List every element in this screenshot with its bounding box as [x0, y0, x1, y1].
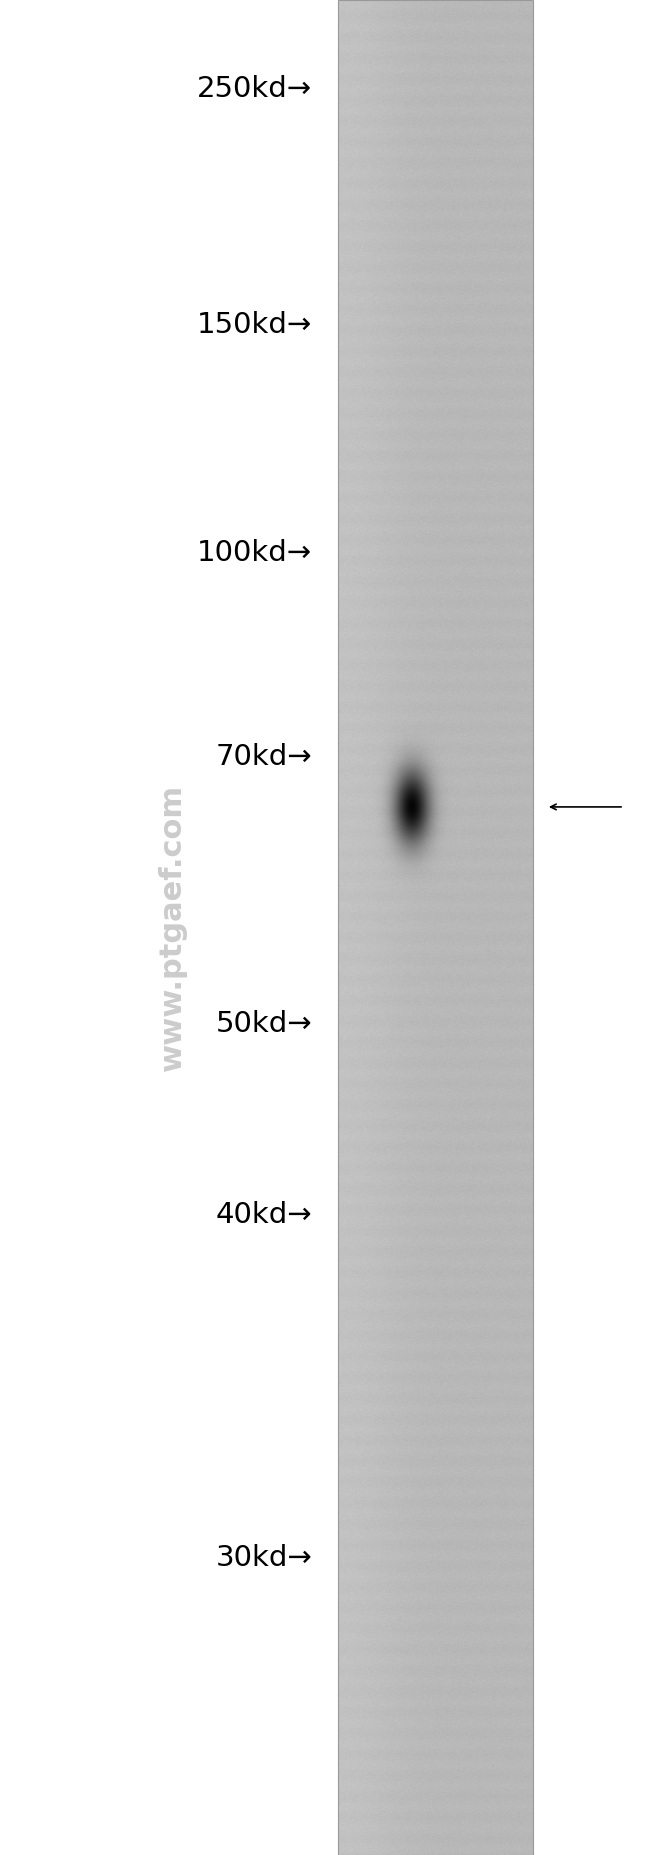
Text: 50kd→: 50kd→ [215, 1009, 312, 1039]
Text: 150kd→: 150kd→ [197, 310, 312, 339]
Text: 100kd→: 100kd→ [197, 538, 312, 568]
Text: 70kd→: 70kd→ [215, 742, 312, 772]
Bar [338, 0, 533, 1855]
Text: 250kd→: 250kd→ [197, 74, 312, 104]
Text: www.ptgaef.com: www.ptgaef.com [158, 785, 187, 1070]
Text: 40kd→: 40kd→ [215, 1200, 312, 1230]
Text: 30kd→: 30kd→ [215, 1543, 312, 1573]
